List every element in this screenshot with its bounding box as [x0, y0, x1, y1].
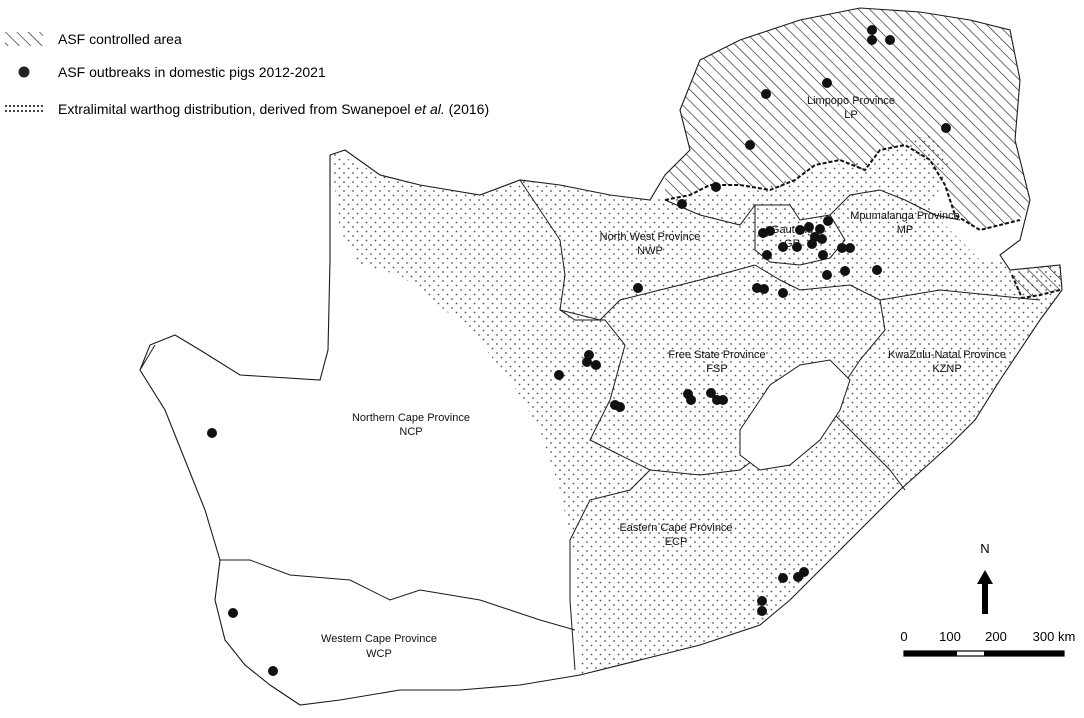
outbreak-marker: [765, 226, 775, 236]
scale-bar-seg-1: [904, 651, 957, 656]
outbreak-marker: [761, 89, 771, 99]
outbreak-marker: [840, 266, 850, 276]
outbreak-marker: [615, 402, 625, 412]
outbreak-marker: [818, 250, 828, 260]
outbreak-marker: [792, 242, 802, 252]
label-kznp-abbr: KZNP: [932, 363, 961, 375]
legend-warthog-prefix: Extralimital warthog distribution, deriv…: [58, 101, 415, 117]
label-ecp-abbr: ECP: [665, 536, 688, 548]
outbreak-marker: [757, 596, 767, 606]
hatch-swatch-icon: [5, 32, 43, 46]
north-arrow: N: [977, 541, 993, 614]
outbreak-marker: [867, 35, 877, 45]
legend: ASF controlled area ASF outbreaks in dom…: [0, 0, 520, 130]
lesotho-outline: [739, 359, 851, 471]
label-lp-abbr: LP: [844, 109, 857, 121]
label-fsp-name: Free State Province: [668, 349, 765, 361]
outbreak-marker: [807, 239, 817, 249]
outbreak-marker: [817, 234, 827, 244]
asf-controlled-area-kzn: [1012, 262, 1062, 298]
dashed-boundary-icon: [5, 105, 43, 112]
outbreak-marker: [867, 25, 877, 35]
province-boundaries: [139, 179, 1041, 671]
outbreak-marker: [711, 182, 721, 192]
warthog-distribution-area: [330, 135, 1062, 680]
legend-warthog-label: Extralimital warthog distribution, deriv…: [58, 101, 489, 117]
outbreak-marker: [591, 360, 601, 370]
outbreak-marker: [752, 283, 762, 293]
legend-row-warthog: Extralimital warthog distribution, deriv…: [4, 98, 489, 120]
label-mp-name: Mpumalanga Province: [850, 210, 959, 222]
outbreak-marker: [677, 199, 687, 209]
legend-outbreaks-label: ASF outbreaks in domestic pigs 2012-2021: [58, 64, 326, 80]
label-kznp-name: KwaZulu-Natal Province: [888, 349, 1006, 361]
label-nwp-name: North West Province: [600, 231, 701, 243]
outbreak-points: [207, 25, 951, 676]
label-ncp-abbr: NCP: [399, 426, 422, 438]
label-fsp-abbr: FSP: [706, 363, 727, 375]
scale-tick-100: 100: [939, 629, 961, 644]
outbreak-dot-icon: [18, 66, 30, 78]
label-mp-abbr: MP: [897, 224, 914, 236]
outbreak-marker: [207, 428, 217, 438]
outbreak-marker: [228, 608, 238, 618]
outbreak-marker: [718, 395, 728, 405]
outbreak-marker: [822, 78, 832, 88]
scale-bar-seg-3: [984, 651, 1064, 656]
outbreak-marker: [633, 283, 643, 293]
scale-tick-0: 0: [900, 629, 907, 644]
outbreak-marker: [795, 225, 805, 235]
outbreak-marker: [885, 35, 895, 45]
legend-row-outbreaks: ASF outbreaks in domestic pigs 2012-2021: [4, 61, 326, 83]
outbreak-marker: [686, 395, 696, 405]
outbreak-marker: [872, 265, 882, 275]
scale-bar: 0 100 200 300 km: [900, 629, 1076, 657]
label-ncp-name: Northern Cape Province: [352, 412, 470, 424]
legend-warthog-suffix: (2016): [444, 101, 490, 117]
outbreak-marker: [823, 216, 833, 226]
scale-tick-300: 300 km: [1033, 629, 1076, 644]
scale-tick-200: 200: [985, 629, 1007, 644]
outbreak-marker: [804, 222, 814, 232]
outbreak-marker: [268, 666, 278, 676]
controlled-area-boundary-kzn: [1011, 274, 1061, 300]
outbreak-marker: [941, 123, 951, 133]
outbreak-marker: [706, 388, 716, 398]
label-wcp-abbr: WCP: [366, 648, 392, 660]
outbreak-marker: [757, 606, 767, 616]
label-ecp-name: Eastern Cape Province: [619, 522, 732, 534]
outbreak-marker: [762, 250, 772, 260]
controlled-area-boundary: [664, 143, 1021, 232]
north-label: N: [980, 541, 989, 556]
outbreak-marker: [778, 573, 788, 583]
outbreak-marker: [845, 243, 855, 253]
outbreak-marker: [815, 224, 825, 234]
legend-row-controlled: ASF controlled area: [4, 28, 182, 50]
outbreak-marker: [582, 357, 592, 367]
outbreak-marker: [822, 270, 832, 280]
outbreak-marker: [799, 567, 809, 577]
label-nwp-abbr: NWP: [637, 245, 663, 257]
label-lp-name: Limpopo Province: [807, 95, 895, 107]
outbreak-marker: [837, 243, 847, 253]
legend-warthog-italic: et al.: [414, 101, 445, 117]
label-wcp-name: Western Cape Province: [321, 633, 437, 645]
outbreak-marker: [778, 242, 788, 252]
outbreak-marker: [745, 140, 755, 150]
outbreak-marker: [778, 288, 788, 298]
north-arrow-icon: [977, 570, 993, 614]
legend-controlled-label: ASF controlled area: [58, 31, 182, 47]
outbreak-marker: [554, 370, 564, 380]
